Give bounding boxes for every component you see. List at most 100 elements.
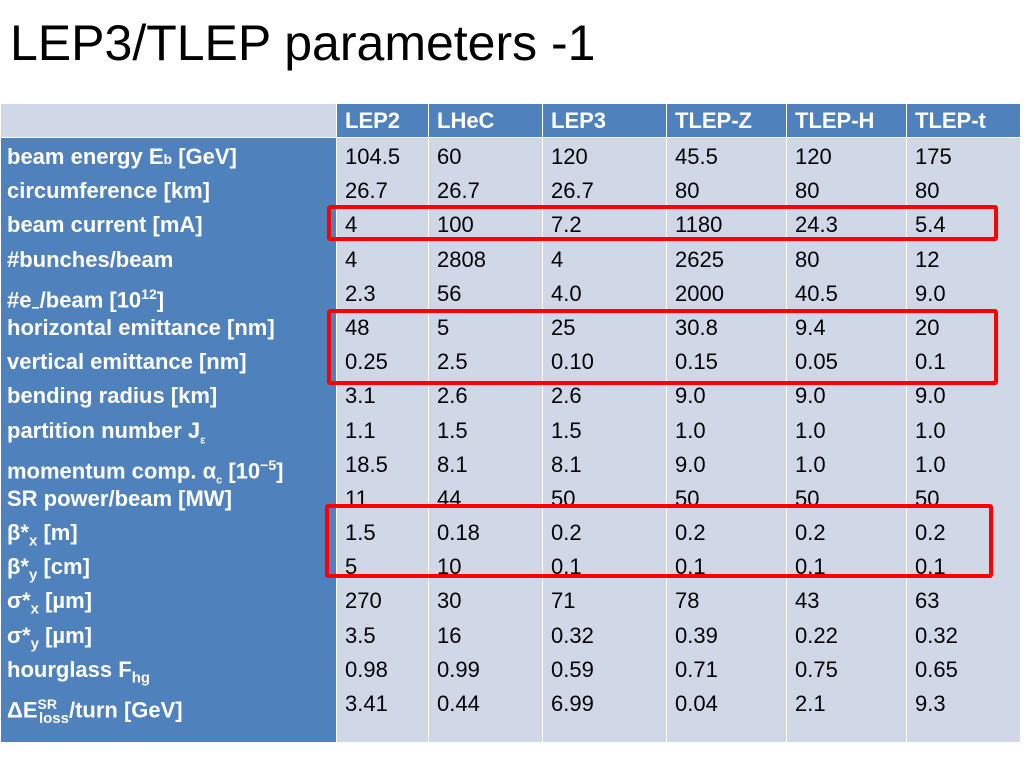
label-beta-x: β*x [m] xyxy=(7,520,78,550)
value-cell: 100 xyxy=(437,212,474,238)
value-cell: 2.6 xyxy=(437,383,468,409)
value-cell: 78 xyxy=(675,588,700,614)
value-cell: 3.1 xyxy=(345,383,376,409)
value-cell: 9.3 xyxy=(915,691,946,716)
value-cell: 45.5 xyxy=(675,144,718,169)
value-cell: 270 xyxy=(345,588,382,614)
label-energy-loss: ΔESRloss/turn [GeV] xyxy=(7,696,183,727)
value-cell: 0.71 xyxy=(675,656,718,682)
value-cell: 0.2 xyxy=(675,520,706,546)
value-cell: 48 xyxy=(345,314,370,340)
value-cell: 80 xyxy=(795,246,820,272)
value-cell: 1.5 xyxy=(437,417,468,443)
value-cell: 2.6 xyxy=(551,383,582,409)
value-cell: 80 xyxy=(675,178,700,204)
value-cell: 5 xyxy=(437,314,450,340)
label-bending-radius: bending radius [km] xyxy=(7,383,218,409)
value-cell: 40.5 xyxy=(795,280,838,306)
value-cell: 24.3 xyxy=(795,212,838,238)
value-cell: 1.0 xyxy=(795,417,826,443)
value-cell: 7.2 xyxy=(551,212,582,238)
value-cell: 0.2 xyxy=(915,520,946,546)
value-cell: 12 xyxy=(915,246,940,272)
value-cell: 26.7 xyxy=(551,178,594,204)
table-header-row: LEP2 LHeC LEP3 TLEP-Z TLEP-H TLEP-t xyxy=(0,103,1021,138)
value-cell: 8.1 xyxy=(437,451,468,477)
value-cell: 5 xyxy=(345,554,358,580)
row-labels-column: beam energy Eb [GeV] circumference [km] … xyxy=(0,137,337,743)
value-cell: 60 xyxy=(437,144,462,169)
column-header-tlep-z: TLEP-Z xyxy=(666,103,787,138)
value-cell: 9.0 xyxy=(915,383,946,409)
value-cell: 2.1 xyxy=(795,691,826,716)
label-horizontal-emittance: horizontal emittance [nm] xyxy=(7,314,275,340)
value-cell: 43 xyxy=(795,588,820,614)
value-cell: 1.5 xyxy=(551,417,582,443)
value-cell: 1.0 xyxy=(675,417,706,443)
value-cell: 0.39 xyxy=(675,622,718,648)
value-cell: 16 xyxy=(437,622,462,648)
column-header-tlep-h: TLEP-H xyxy=(786,103,907,138)
value-cell: 0.18 xyxy=(437,520,480,546)
label-circumference: circumference [km] xyxy=(7,178,210,204)
value-cell: 80 xyxy=(795,178,820,204)
value-cell: 4.0 xyxy=(551,280,582,306)
value-cell: 56 xyxy=(437,280,462,306)
column-header-tlep-t: TLEP-t xyxy=(906,103,1021,138)
value-cell: 1.0 xyxy=(915,417,946,443)
value-cell: 1.5 xyxy=(345,520,376,546)
value-cell: 30.8 xyxy=(675,314,718,340)
value-cell: 104.5 xyxy=(345,144,401,169)
value-cell: 0.2 xyxy=(795,520,826,546)
value-cell: 9.0 xyxy=(675,451,706,477)
value-cell: 4 xyxy=(345,212,358,238)
value-cell: 0.10 xyxy=(551,349,594,375)
value-cell: 2808 xyxy=(437,246,486,272)
label-beam-current: beam current [mA] xyxy=(7,212,203,238)
highlight-box-beam-current xyxy=(327,205,998,241)
value-cell: 3.5 xyxy=(345,622,376,648)
label-hourglass: hourglass Fhg xyxy=(7,656,151,687)
value-cell: 80 xyxy=(915,178,940,204)
value-cell: 0.44 xyxy=(437,691,480,716)
highlight-box-beta xyxy=(325,504,993,578)
value-cell: 20 xyxy=(915,314,940,340)
value-cell: 0.15 xyxy=(675,349,718,375)
value-cell: 9.0 xyxy=(795,383,826,409)
value-cell: 0.59 xyxy=(551,656,594,682)
value-cell: 0.99 xyxy=(437,656,480,682)
value-cell: 0.22 xyxy=(795,622,838,648)
value-cell: 120 xyxy=(795,144,832,169)
value-cell: 9.0 xyxy=(915,280,946,306)
label-momentum-compaction: momentum comp. αc [10−5] xyxy=(7,456,284,487)
value-cell: 26.7 xyxy=(345,178,388,204)
column-header-lep2: LEP2 xyxy=(336,103,429,138)
value-cell: 175 xyxy=(915,144,952,169)
label-bunches: #bunches/beam xyxy=(7,246,174,272)
label-electrons-per-beam: #e−/beam [1012] xyxy=(7,285,165,316)
label-vertical-emittance: vertical emittance [nm] xyxy=(7,349,247,375)
parameter-table: LEP2 LHeC LEP3 TLEP-Z TLEP-H TLEP-t beam… xyxy=(0,103,1021,743)
value-cell: 1.0 xyxy=(915,451,946,477)
column-header-lhec: LHeC xyxy=(428,103,543,138)
highlight-box-emittance xyxy=(327,309,998,385)
value-cell: 0.1 xyxy=(915,349,946,375)
value-cell: 2625 xyxy=(675,246,724,272)
label-sr-power: SR power/beam [MW] xyxy=(7,485,232,511)
column-header-lep3: LEP3 xyxy=(542,103,667,138)
value-cell: 6.99 xyxy=(551,691,594,716)
value-cell: 8.1 xyxy=(551,451,582,477)
value-cell: 18.5 xyxy=(345,451,388,477)
label-partition-number: partition number Jε xyxy=(7,417,206,446)
label-sigma-y: σ*y [µm] xyxy=(7,622,92,653)
value-cell: 0.75 xyxy=(795,656,838,682)
value-cell: 63 xyxy=(915,588,940,614)
value-cell: 9.4 xyxy=(795,314,826,340)
value-cell: 1.0 xyxy=(795,451,826,477)
value-cell: 30 xyxy=(437,588,462,614)
value-cell: 2.5 xyxy=(437,349,468,375)
header-corner-cell xyxy=(0,103,337,138)
label-beam-energy: beam energy Eb [GeV] xyxy=(7,144,237,169)
value-cell: 26.7 xyxy=(437,178,480,204)
value-cell: 25 xyxy=(551,314,576,340)
